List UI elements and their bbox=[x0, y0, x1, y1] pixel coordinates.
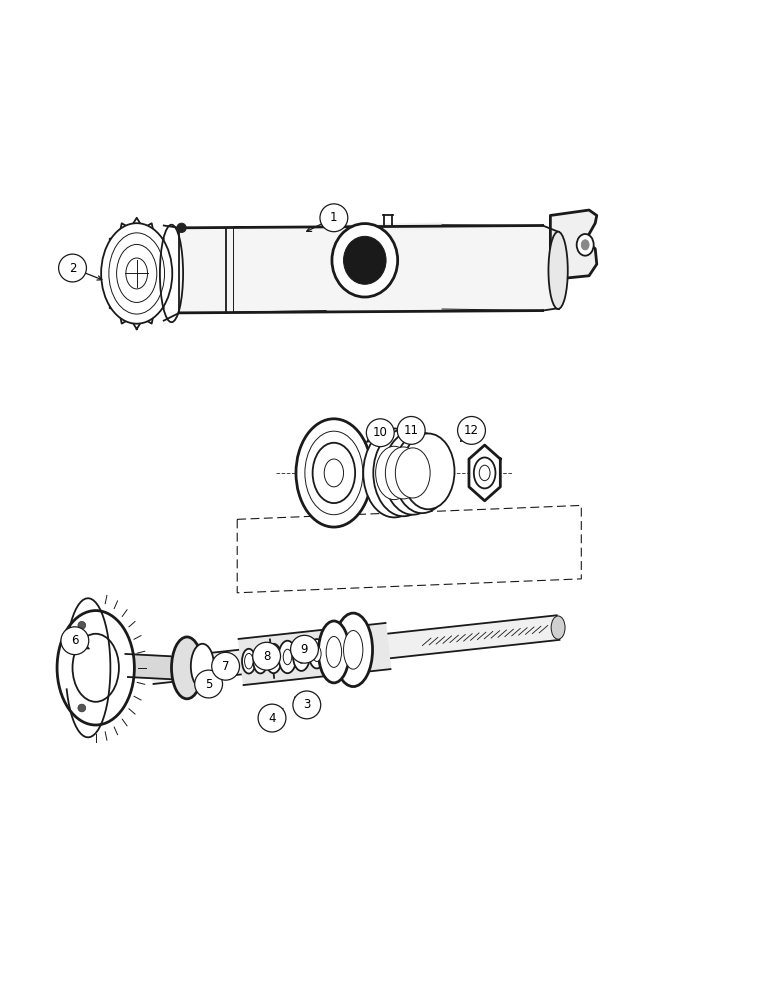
Ellipse shape bbox=[191, 644, 214, 689]
Ellipse shape bbox=[253, 646, 268, 673]
Circle shape bbox=[195, 670, 223, 698]
Text: 2: 2 bbox=[69, 262, 76, 275]
Text: 10: 10 bbox=[372, 426, 388, 439]
Ellipse shape bbox=[244, 653, 253, 669]
Circle shape bbox=[397, 416, 425, 444]
Ellipse shape bbox=[177, 223, 186, 232]
Text: 11: 11 bbox=[404, 424, 419, 437]
Ellipse shape bbox=[326, 636, 341, 667]
Ellipse shape bbox=[72, 634, 119, 702]
Ellipse shape bbox=[309, 639, 325, 668]
Polygon shape bbox=[179, 226, 558, 313]
Ellipse shape bbox=[318, 621, 349, 683]
Polygon shape bbox=[151, 615, 559, 684]
Text: 7: 7 bbox=[222, 660, 230, 673]
Ellipse shape bbox=[116, 244, 157, 302]
Polygon shape bbox=[103, 218, 171, 329]
Ellipse shape bbox=[57, 611, 134, 725]
Ellipse shape bbox=[242, 649, 255, 674]
Ellipse shape bbox=[474, 457, 496, 488]
Circle shape bbox=[293, 691, 320, 719]
Ellipse shape bbox=[297, 648, 306, 663]
Circle shape bbox=[212, 652, 240, 680]
Ellipse shape bbox=[293, 640, 310, 671]
Circle shape bbox=[366, 419, 394, 447]
Polygon shape bbox=[550, 210, 597, 280]
Ellipse shape bbox=[577, 234, 594, 256]
Ellipse shape bbox=[386, 447, 421, 499]
Ellipse shape bbox=[171, 637, 203, 699]
Ellipse shape bbox=[373, 430, 434, 516]
Ellipse shape bbox=[265, 644, 282, 673]
Polygon shape bbox=[326, 223, 442, 229]
Ellipse shape bbox=[344, 236, 386, 284]
Text: 1: 1 bbox=[330, 211, 338, 224]
Ellipse shape bbox=[78, 704, 85, 712]
Ellipse shape bbox=[384, 431, 442, 515]
Text: 8: 8 bbox=[263, 650, 270, 663]
Ellipse shape bbox=[332, 224, 397, 297]
Ellipse shape bbox=[78, 621, 85, 629]
Circle shape bbox=[258, 704, 286, 732]
Circle shape bbox=[290, 635, 318, 663]
Text: 4: 4 bbox=[268, 712, 275, 725]
Ellipse shape bbox=[334, 613, 372, 687]
Ellipse shape bbox=[269, 651, 278, 666]
Ellipse shape bbox=[402, 434, 455, 509]
Ellipse shape bbox=[283, 649, 292, 665]
Circle shape bbox=[61, 627, 88, 655]
Text: 6: 6 bbox=[71, 634, 78, 647]
Text: 3: 3 bbox=[303, 698, 310, 711]
Ellipse shape bbox=[101, 223, 172, 324]
Circle shape bbox=[253, 642, 280, 670]
Ellipse shape bbox=[363, 428, 425, 517]
Ellipse shape bbox=[376, 446, 413, 500]
Ellipse shape bbox=[581, 240, 589, 250]
Ellipse shape bbox=[109, 233, 165, 314]
Polygon shape bbox=[126, 654, 173, 679]
Ellipse shape bbox=[256, 652, 265, 668]
Ellipse shape bbox=[395, 448, 430, 498]
Ellipse shape bbox=[296, 419, 372, 527]
Ellipse shape bbox=[551, 616, 565, 639]
Ellipse shape bbox=[394, 433, 450, 513]
Ellipse shape bbox=[313, 646, 321, 662]
Polygon shape bbox=[469, 445, 501, 501]
Text: 12: 12 bbox=[464, 424, 479, 437]
Ellipse shape bbox=[480, 465, 490, 481]
Polygon shape bbox=[238, 623, 390, 685]
Ellipse shape bbox=[324, 459, 344, 487]
Text: 9: 9 bbox=[301, 643, 308, 656]
Text: 5: 5 bbox=[205, 678, 213, 691]
Circle shape bbox=[59, 254, 86, 282]
Ellipse shape bbox=[279, 641, 296, 673]
Ellipse shape bbox=[549, 232, 568, 309]
Circle shape bbox=[458, 416, 486, 444]
Ellipse shape bbox=[126, 258, 147, 289]
Ellipse shape bbox=[344, 630, 363, 669]
Circle shape bbox=[320, 204, 348, 232]
Ellipse shape bbox=[313, 443, 355, 503]
